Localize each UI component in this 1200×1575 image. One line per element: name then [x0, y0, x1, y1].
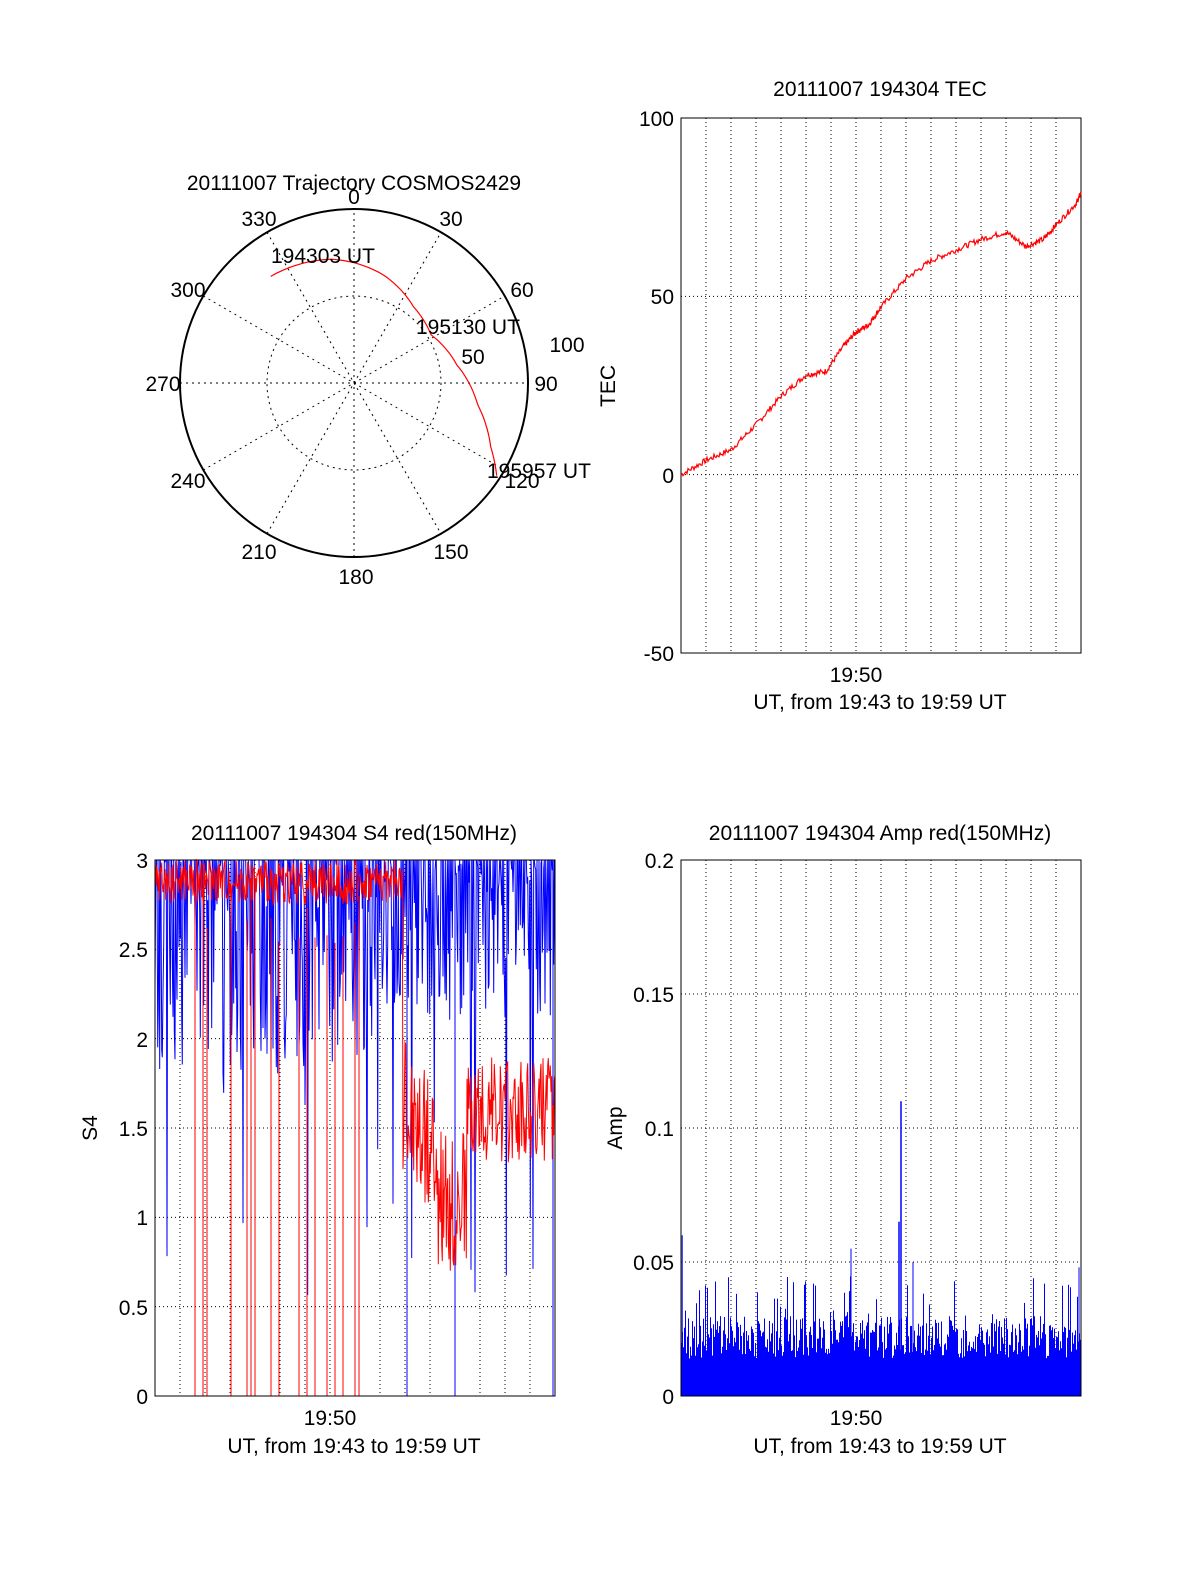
amp-ytick-0.05: 0.05 — [633, 1252, 674, 1275]
amp-xlabel: UT, from 19:43 to 19:59 UT — [753, 1435, 1006, 1458]
amp-ytick-0.2: 0.2 — [645, 850, 674, 873]
radial-label-50: 50 — [461, 346, 484, 369]
amp-base-fill — [681, 1363, 1081, 1396]
tec-title: 20111007 194304 TEC — [773, 78, 987, 101]
tec-xtick-1950: 19:50 — [830, 664, 883, 687]
amp-plot-frame — [680, 859, 1082, 1397]
s4-xtick-1950: 19:50 — [304, 1407, 357, 1430]
tec-series-line — [680, 192, 1082, 477]
annotation-mid-time: 195130 UT — [416, 316, 520, 339]
s4-ylabel: S4 — [79, 1115, 102, 1141]
annotation-start-time: 194303 UT — [271, 245, 375, 268]
polar-title: 20111007 Trajectory COSMOS2429 — [187, 172, 521, 195]
amp-title: 20111007 194304 Amp red(150MHz) — [709, 822, 1051, 845]
s4-ytick-3: 3 — [136, 850, 148, 873]
polar-grid — [179, 208, 529, 558]
annotation-end-time: 195957 UT — [487, 460, 591, 483]
radial-label-100: 100 — [549, 334, 584, 357]
tec-ytick-0: 0 — [662, 465, 674, 488]
s4-ytick-1.5: 1.5 — [119, 1118, 148, 1141]
tec-ytick-minus50: -50 — [644, 643, 674, 666]
az-label-30: 30 — [439, 208, 462, 231]
tec-grid — [681, 118, 1081, 653]
az-label-60: 60 — [510, 279, 533, 302]
polar-labels: 0 30 60 90 120 150 180 210 240 270 300 3… — [145, 186, 584, 589]
trajectory-line — [270, 258, 498, 476]
s4-xlabel: UT, from 19:43 to 19:59 UT — [227, 1435, 480, 1458]
s4-plot-frame — [154, 859, 556, 1397]
az-label-210: 210 — [241, 541, 276, 564]
s4-ytick-0: 0 — [136, 1386, 148, 1409]
amp-plot: 20111007 194304 Amp red(150MHz) 0.2 0.15… — [604, 822, 1082, 1458]
polar-spoke-150 — [266, 232, 442, 534]
az-label-330: 330 — [241, 208, 276, 231]
az-label-240: 240 — [170, 470, 205, 493]
amp-ytick-0: 0 — [662, 1386, 674, 1409]
az-label-150: 150 — [433, 541, 468, 564]
tec-plot: 20111007 194304 TEC 100 50 0 -50 TEC 19:… — [597, 78, 1082, 714]
tec-ylabel: TEC — [597, 365, 620, 407]
s4-ytick-2: 2 — [136, 1029, 148, 1052]
tec-xlabel: UT, from 19:43 to 19:59 UT — [753, 691, 1006, 714]
amp-xtick-1950: 19:50 — [830, 1407, 883, 1430]
s4-ytick-0.5: 0.5 — [119, 1297, 148, 1320]
az-label-120: 120 — [504, 470, 539, 493]
az-label-90: 90 — [534, 373, 557, 396]
az-label-0: 0 — [348, 186, 360, 209]
amp-ylabel: Amp — [604, 1106, 627, 1149]
s4-plot: 20111007 194304 S4 red(150MHz) 3 2.5 2 1… — [79, 822, 556, 1458]
amp-ytick-0.15: 0.15 — [633, 984, 674, 1007]
az-label-270: 270 — [145, 373, 180, 396]
polar-trajectory-plot: 20111007 Trajectory COSMOS2429 0 30 60 9… — [145, 172, 591, 589]
polar-ring-50 — [266, 295, 442, 471]
s4-ytick-2.5: 2.5 — [119, 939, 148, 962]
tec-ytick-100: 100 — [639, 108, 674, 131]
amp-ytick-0.1: 0.1 — [645, 1118, 674, 1141]
amp-grid — [681, 860, 1081, 1396]
az-label-180: 180 — [338, 566, 373, 589]
amp-series-bars — [681, 1101, 1081, 1396]
s4-ytick-1: 1 — [136, 1207, 148, 1230]
s4-title: 20111007 194304 S4 red(150MHz) — [191, 822, 517, 845]
az-label-300: 300 — [170, 279, 205, 302]
tec-plot-frame — [680, 117, 1082, 654]
tec-ytick-50: 50 — [651, 286, 674, 309]
